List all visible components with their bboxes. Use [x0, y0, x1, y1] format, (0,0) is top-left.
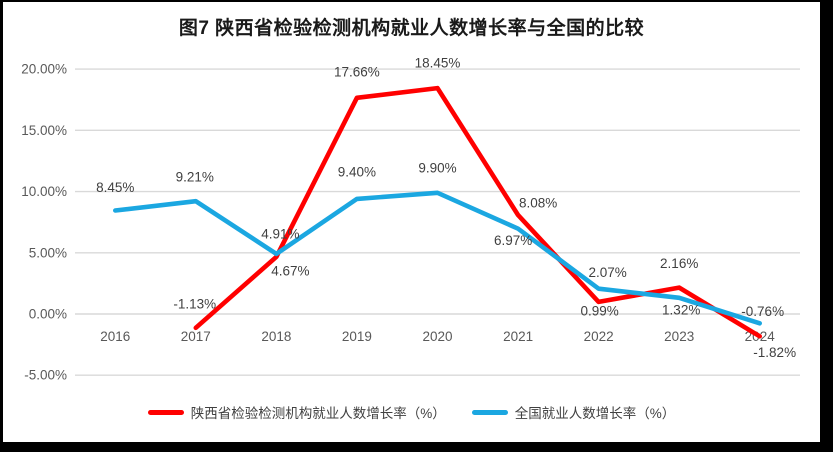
y-tick-label: -5.00%	[24, 368, 67, 383]
chart-title: 图7 陕西省检验检测机构就业人数增长率与全国的比较	[178, 18, 645, 39]
y-tick-label: 15.00%	[21, 123, 67, 138]
x-tick-label: 2020	[422, 329, 452, 344]
data-label: 8.08%	[519, 196, 557, 211]
data-label: 4.67%	[271, 263, 309, 278]
x-tick-label: 2019	[342, 329, 372, 344]
legend-label-shaanxi: 陕西省检验检测机构就业人数增长率（%）	[190, 406, 446, 421]
x-tick-label: 2018	[261, 329, 291, 344]
y-tick-label: 20.00%	[21, 62, 67, 77]
data-label: 17.66%	[334, 64, 380, 79]
y-tick-label: 10.00%	[21, 184, 67, 199]
data-label: 4.91%	[261, 226, 299, 241]
chart-legend: 陕西省检验检测机构就业人数增长率（%） 全国就业人数增长率（%）	[3, 402, 820, 422]
data-label: 18.45%	[415, 56, 461, 71]
data-label: 9.21%	[176, 170, 214, 185]
y-tick-label: 5.00%	[29, 245, 67, 260]
shaanxi-series-line	[193, 85, 763, 339]
data-label: 2.07%	[588, 265, 626, 280]
y-tick-label: 0.00%	[29, 307, 67, 322]
legend-red-line-swatch	[147, 409, 184, 415]
data-label: -1.82%	[753, 345, 796, 360]
data-label: 1.32%	[662, 302, 700, 317]
x-tick-label: 2021	[503, 329, 533, 344]
data-label: 6.97%	[494, 233, 532, 248]
x-tick-label: 2017	[181, 329, 211, 344]
x-tick-label: 2016	[100, 329, 130, 344]
data-label: -1.13%	[173, 296, 216, 311]
data-label: -0.76%	[741, 304, 784, 319]
data-label: 0.99%	[580, 303, 618, 318]
legend-blue-line-swatch	[471, 409, 508, 415]
legend-item-shaanxi: 陕西省检验检测机构就业人数增长率（%）	[147, 402, 446, 422]
legend-item-national: 全国就业人数增长率（%）	[471, 402, 676, 422]
data-label: 8.45%	[96, 180, 134, 195]
data-label: 9.40%	[338, 164, 376, 179]
data-label: 2.16%	[660, 256, 698, 271]
legend-label-national: 全国就业人数增长率（%）	[514, 406, 676, 421]
x-tick-label: 2023	[664, 329, 694, 344]
x-tick-label: 2022	[584, 329, 614, 344]
national-series-line	[113, 190, 763, 326]
data-label: 9.90%	[418, 160, 456, 175]
